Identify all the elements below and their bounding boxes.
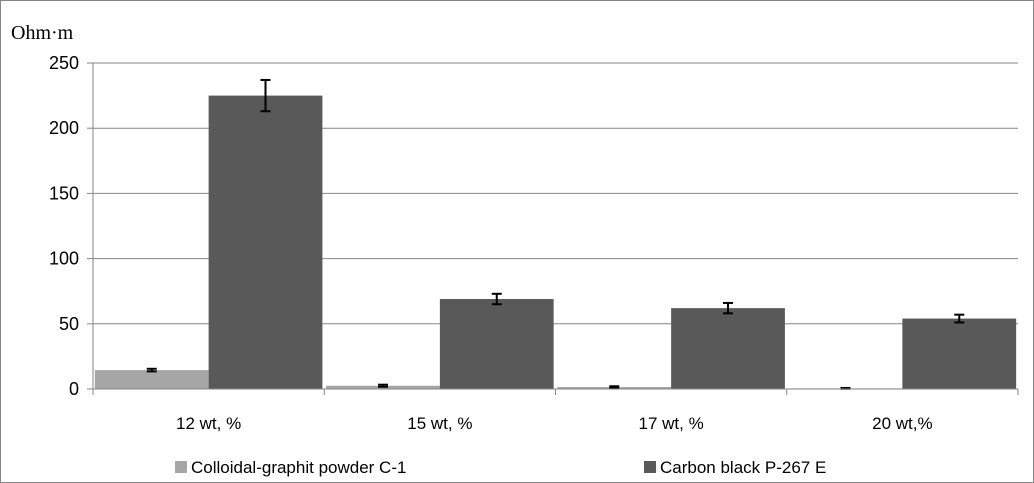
y-tick-label: 150 [49,183,79,203]
x-category-label: 17 wt, % [639,414,704,433]
y-tick-label: 250 [49,53,79,73]
bar [208,95,323,389]
y-tick-label: 200 [49,118,79,138]
legend-label: Colloidal-graphit powder C-1 [191,458,406,477]
legend-swatch [175,461,187,473]
bar [439,299,554,389]
x-category-label: 20 wt,% [872,414,932,433]
y-tick-label: 100 [49,249,79,269]
bar [94,370,209,389]
bar [902,318,1017,389]
y-axis-label: Ohm·m [11,22,74,44]
legend-label: Carbon black P-267 E [660,458,826,477]
legend-swatch [644,461,656,473]
x-category-label: 15 wt, % [407,414,472,433]
y-tick-label: 0 [69,379,79,399]
x-category-label: 12 wt, % [176,414,241,433]
bar [671,308,785,389]
y-tick-label: 50 [59,314,79,334]
